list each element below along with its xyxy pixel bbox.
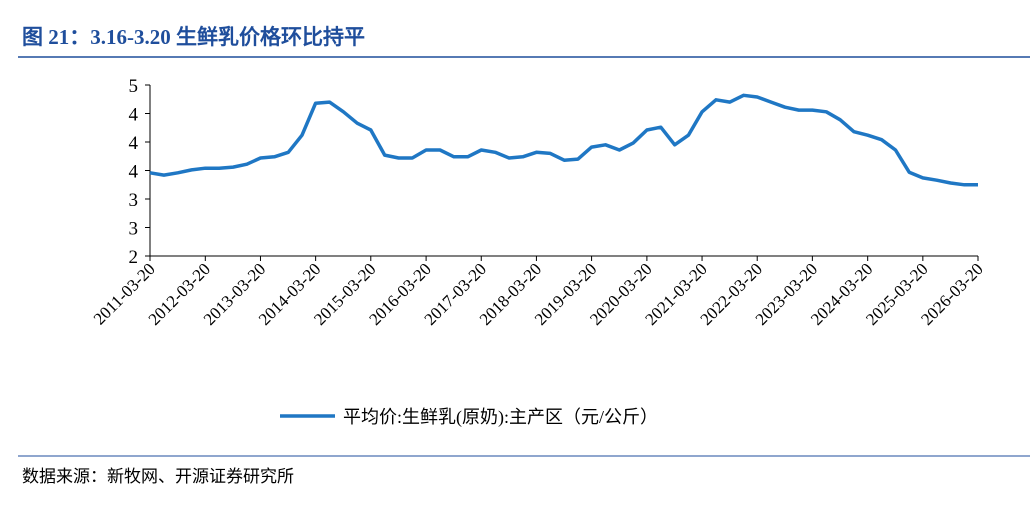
source: 数据来源：新牧网、开源证券研究所 <box>22 467 294 486</box>
y-tick-label: 5 <box>129 76 139 97</box>
y-tick-label: 4 <box>129 133 139 154</box>
y-tick-label: 4 <box>129 162 139 183</box>
line-series <box>149 93 978 187</box>
title: 图 21：3.16-3.20 生鲜乳价格环比持平 <box>22 25 365 49</box>
y-tick-label: 3 <box>129 190 139 211</box>
y-tick-label: 4 <box>129 105 139 126</box>
y-tick-label: 3 <box>129 219 139 240</box>
y-tick-label: 2 <box>129 247 139 268</box>
legend-label: 平均价:生鲜乳(原奶):主产区（元/公斤） <box>343 407 658 428</box>
